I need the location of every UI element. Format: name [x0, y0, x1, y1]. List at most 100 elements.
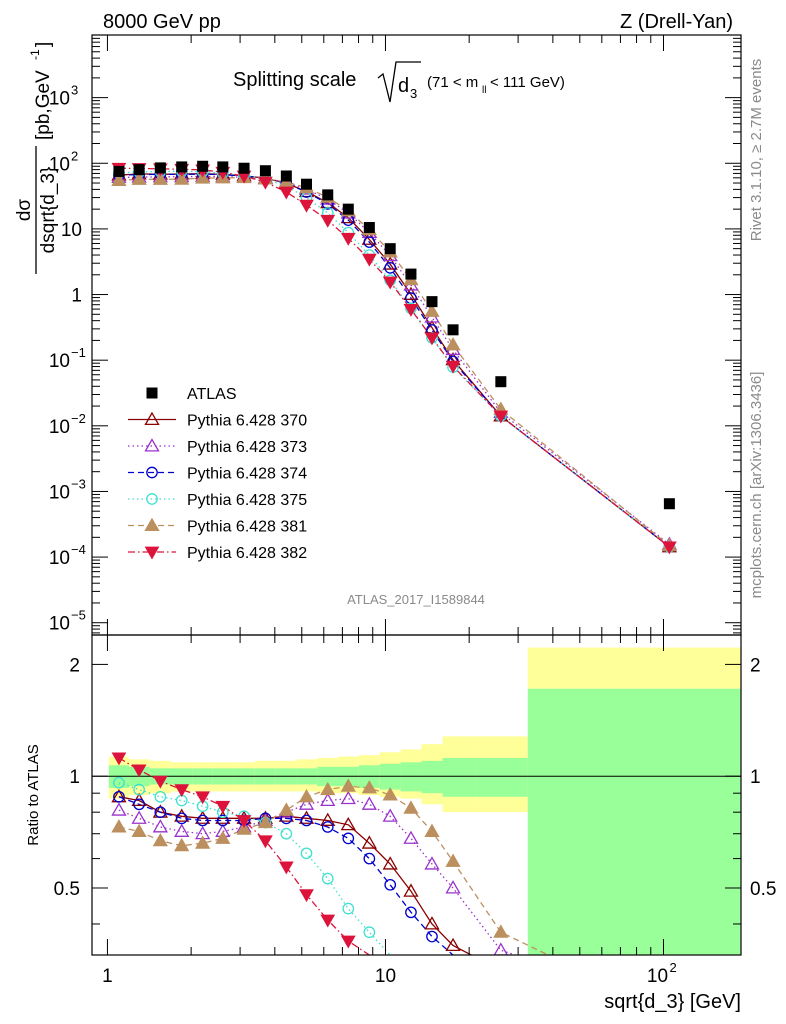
marker-top-s6-16 [445, 360, 461, 374]
legend-marker-6 [144, 546, 160, 560]
y-tick-label-top-exp-4: −1 [71, 345, 86, 360]
atlas-point-7 [259, 165, 271, 177]
bottom-panel-markers [111, 752, 509, 955]
marker-bottom-s4-12 [363, 926, 376, 939]
marker-bottom-s5-2 [152, 832, 168, 847]
marker-top-s5-1 [131, 171, 147, 185]
marker-top-s3-12 [363, 236, 376, 248]
x-tick-label-1: 10 [375, 966, 396, 987]
y-tick-label-top-4: 10 [49, 351, 70, 372]
y-tick-label-bottom-left-2: 0.5 [54, 879, 80, 900]
marker-bottom-s4-10 [321, 872, 334, 885]
legend-item-1: Pythia 6.428 370 [128, 411, 307, 430]
marker-bottom-s2-16 [445, 880, 461, 894]
legend-label-3: Pythia 6.428 374 [187, 466, 307, 483]
marker-bottom-s2-13 [382, 808, 398, 822]
marker-top-s6-12 [361, 253, 377, 267]
legend-label-5: Pythia 6.428 381 [187, 519, 307, 536]
marker-bottom-s6-2 [152, 775, 168, 789]
marker-bottom-s4-9 [300, 847, 313, 860]
y-tick-label-top-exp-6: −3 [71, 476, 86, 491]
marker-bottom-s5-15 [424, 823, 440, 837]
marker-bottom-s3-14 [405, 906, 417, 919]
marker-top-s6-7 [258, 176, 273, 190]
marker-bottom-s2-9 [298, 796, 315, 810]
atlas-point-3 [176, 161, 188, 173]
atlas-point-11 [342, 203, 354, 215]
atlas-point-9 [301, 178, 313, 190]
band-green-18 [527, 688, 741, 955]
legend-item-6: Pythia 6.428 382 [128, 545, 307, 562]
marker-bottom-s1-12 [361, 835, 377, 849]
marker-bottom-s1-11 [340, 816, 356, 831]
title-range-sub: ll [482, 85, 486, 96]
marker-bottom-s3-15 [426, 930, 438, 943]
y-tick-label-top-7: 10 [49, 548, 70, 569]
ylabel-units-close: ] [33, 42, 54, 47]
title-subscript: 3 [410, 86, 417, 101]
marker-bottom-s6-0 [111, 752, 127, 766]
y-axis-label-bottom: Ratio to ATLAS [25, 744, 42, 845]
atlas-point-15 [426, 296, 438, 308]
marker-top-s6-13 [382, 276, 398, 290]
y-tick-label-top-3: 1 [71, 286, 82, 307]
y-tick-label-top-exp-0: 3 [71, 83, 78, 98]
marker-bottom-s6-11 [340, 935, 356, 949]
marker-bottom-s5-5 [215, 830, 231, 844]
y-tick-label-top-exp-1: 2 [71, 148, 78, 163]
marker-top-s3-13 [384, 262, 397, 274]
marker-bottom-s3-12 [363, 852, 376, 865]
marker-bottom-s6-9 [299, 889, 314, 903]
y-tick-label-top-8: 10 [49, 614, 70, 635]
marker-bottom-s4-1 [133, 783, 145, 796]
y-tick-label-top-exp-7: −4 [71, 542, 86, 557]
marker-top-s6-11 [340, 232, 356, 246]
marker-bottom-s5-16 [445, 853, 461, 867]
marker-bottom-s2-12 [361, 796, 377, 810]
marker-top-s6-18 [662, 541, 677, 555]
marker-bottom-s3-11 [342, 832, 355, 845]
legend-item-4: Pythia 6.428 375 [128, 492, 307, 509]
marker-bottom-s6-7 [258, 835, 273, 849]
marker-bottom-s3-10 [321, 821, 334, 833]
marker-bottom-s5-7 [257, 814, 274, 829]
marker-bottom-s2-11 [340, 790, 356, 805]
marker-bottom-s3-1 [133, 798, 145, 811]
y-tick-label-top-0: 10 [49, 89, 70, 110]
title-range-pre: (71 < m [427, 74, 478, 91]
top-panel-lines [118, 167, 670, 548]
legend-marker-5 [144, 517, 160, 532]
marker-top-s6-17 [493, 410, 509, 424]
ylabel-units: [pb,GeV [33, 70, 54, 140]
title-prefix: Splitting scale [233, 69, 356, 91]
marker-bottom-s5-1 [131, 823, 147, 837]
y-tick-label-bottom-right-2: 0.5 [750, 879, 776, 900]
marker-bottom-s6-10 [320, 914, 336, 928]
marker-bottom-s6-6 [236, 815, 252, 828]
marker-bottom-s3-9 [300, 814, 313, 827]
plot-title: Splitting scale d 3 (71 < m ll < 111 GeV… [233, 61, 565, 103]
legend-label-4: Pythia 6.428 375 [187, 492, 307, 509]
marker-bottom-s3-5 [216, 814, 229, 827]
marker-bottom-s3-4 [196, 814, 209, 827]
marker-bottom-s4-2 [154, 790, 167, 803]
series-line-top-5 [118, 176, 670, 547]
legend-label-1: Pythia 6.428 370 [187, 413, 307, 430]
marker-bottom-s5-0 [111, 819, 127, 833]
legend-item-0: ATLAS [146, 386, 237, 403]
marker-bottom-s6-5 [215, 800, 231, 814]
marker-bottom-s2-0 [111, 802, 127, 816]
series-markers [111, 160, 678, 955]
mcplots-label: mcplots.cern.ch [arXiv:1306.3436] [748, 372, 765, 599]
marker-bottom-s1-16 [445, 937, 461, 952]
marker-bottom-s5-14 [403, 800, 419, 814]
marker-bottom-s1-13 [382, 856, 398, 870]
marker-bottom-s1-14 [403, 883, 419, 897]
marker-top-s6-8 [278, 186, 294, 200]
y-tick-label-bottom-left-0: 2 [69, 655, 80, 676]
marker-bottom-s3-0 [113, 790, 125, 803]
marker-bottom-s5-10 [320, 781, 336, 796]
series-line-top-3 [118, 173, 670, 548]
marker-bottom-s6-3 [174, 784, 190, 798]
atlas-point-18 [663, 498, 675, 510]
